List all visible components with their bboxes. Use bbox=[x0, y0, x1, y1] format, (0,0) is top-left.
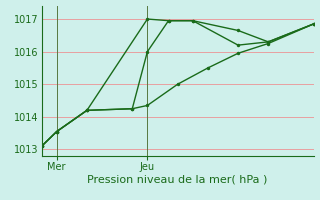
X-axis label: Pression niveau de la mer( hPa ): Pression niveau de la mer( hPa ) bbox=[87, 174, 268, 184]
